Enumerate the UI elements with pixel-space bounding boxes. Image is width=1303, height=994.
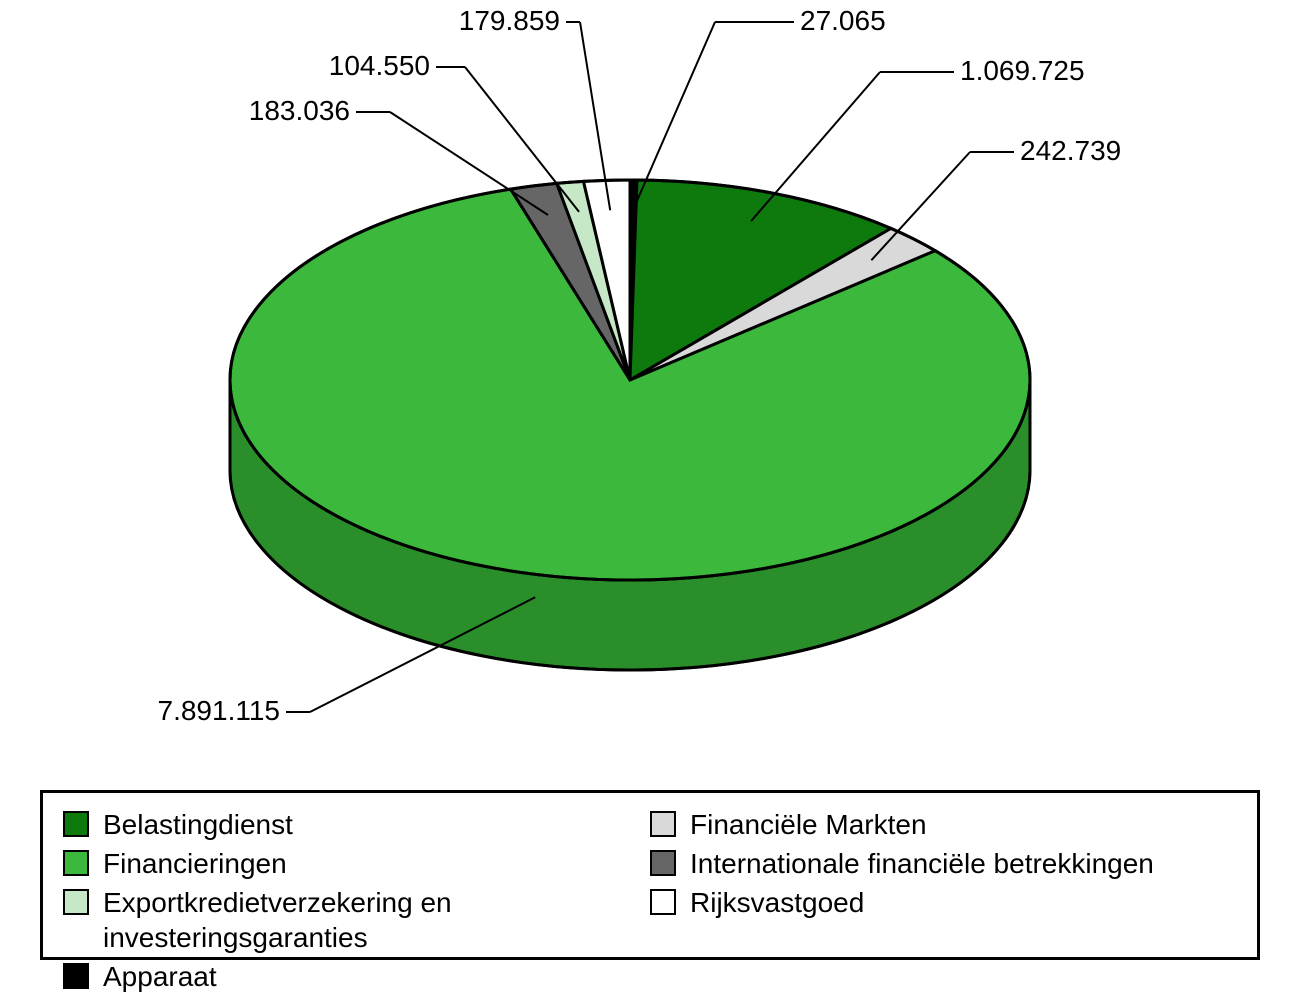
legend-swatch — [650, 889, 676, 915]
legend-item-belastingdienst: Belastingdienst — [63, 807, 650, 842]
legend-item-financieringen: Financieringen — [63, 846, 650, 881]
legend-swatch — [650, 811, 676, 837]
legend-swatch — [63, 963, 89, 989]
legend-column-left: BelastingdienstFinancieringenExportkredi… — [63, 807, 650, 943]
legend-label: Financiële Markten — [690, 807, 927, 842]
legend-swatch — [63, 850, 89, 876]
legend-label: Belastingdienst — [103, 807, 293, 842]
legend-box: Belastingdienst Financieringen Exportkredi… — [40, 790, 1260, 960]
svg-text:183.036: 183.036 — [249, 95, 350, 126]
svg-text:242.739: 242.739 — [1020, 135, 1121, 166]
svg-text:1.069.725: 1.069.725 — [960, 55, 1085, 86]
legend-label: Financieringen — [103, 846, 287, 881]
legend-item-apparaat: Apparaat — [63, 959, 650, 994]
pie-chart-svg: 27.065 1.069.725 242.739 7.891.115 183.036 10… — [0, 0, 1303, 790]
legend-item-int_fin_betr: Internationale financiële betrekkingen — [650, 846, 1237, 881]
svg-text:27.065: 27.065 — [800, 5, 886, 36]
legend-swatch — [650, 850, 676, 876]
legend-item-exportkrediet: Exportkredietverzekering en investerings… — [63, 885, 650, 955]
svg-text:7.891.115: 7.891.115 — [158, 695, 281, 726]
chart-container: 27.065 1.069.725 242.739 7.891.115 183.036 10… — [0, 0, 1303, 982]
svg-text:104.550: 104.550 — [329, 50, 430, 81]
svg-text:179.859: 179.859 — [459, 5, 560, 36]
legend-label: Internationale financiële betrekkingen — [690, 846, 1154, 881]
legend-item-fin_markten: Financiële Markten — [650, 807, 1237, 842]
legend-label: Exportkredietverzekering en investerings… — [103, 885, 623, 955]
legend-swatch — [63, 889, 89, 915]
legend-swatch — [63, 811, 89, 837]
legend-item-rijksvastgoed: Rijksvastgoed — [650, 885, 1237, 920]
legend-label: Rijksvastgoed — [690, 885, 864, 920]
legend-label: Apparaat — [103, 959, 217, 994]
legend-column-right: Financiële Markten Internationale financi… — [650, 807, 1237, 943]
